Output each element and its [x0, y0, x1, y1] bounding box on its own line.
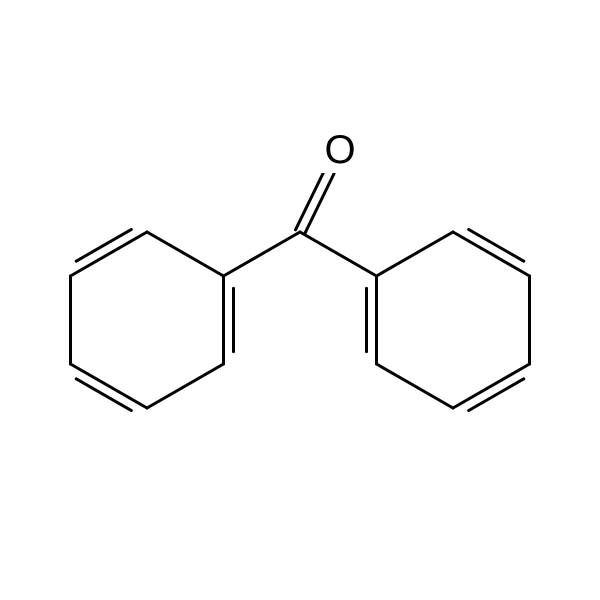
bond [453, 364, 530, 408]
bond [377, 232, 454, 276]
molecule-diagram: O [0, 0, 600, 600]
bond [71, 364, 148, 408]
bond [224, 232, 301, 276]
bond [377, 364, 454, 408]
bonds-layer [71, 169, 530, 410]
bond [453, 232, 530, 276]
bond [300, 232, 377, 276]
bond [147, 364, 224, 408]
bond [71, 232, 148, 276]
atom-label: O [324, 128, 355, 172]
bond [147, 232, 224, 276]
labels-layer: O [319, 127, 361, 173]
